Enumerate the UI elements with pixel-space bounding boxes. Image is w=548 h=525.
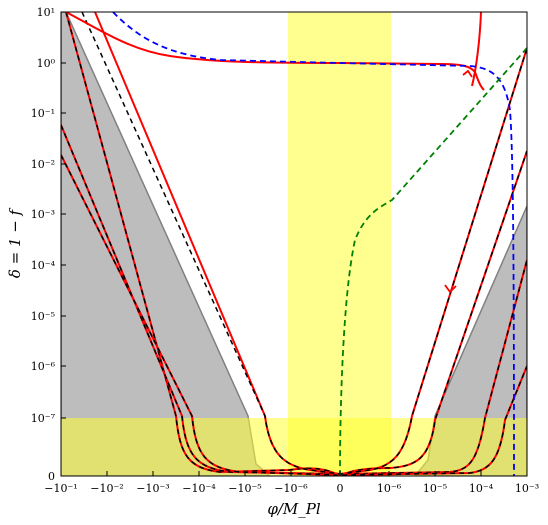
red-trajectory xyxy=(65,12,485,91)
x-tick-label: 0 xyxy=(337,482,344,495)
x-tick-label: 10⁻⁴ xyxy=(469,482,494,495)
x-tick-label: −10⁻⁶ xyxy=(274,482,308,495)
y-tick-label: 10⁻¹ xyxy=(31,107,55,120)
x-axis-label: φ/M_Pl xyxy=(267,500,321,518)
x-tick-label: −10⁻³ xyxy=(136,482,169,495)
blue-dashed-curve xyxy=(112,12,515,476)
y-tick-label: 10¹ xyxy=(37,6,55,19)
curve-c-black-dashed xyxy=(61,154,527,476)
y-axis-label: δ = 1 − f xyxy=(6,207,24,278)
yellow-band-horizontal xyxy=(61,418,527,476)
x-ticks xyxy=(60,471,528,476)
x-tick-label: −10⁻⁴ xyxy=(182,482,216,495)
y-tick-label: 10⁻² xyxy=(31,158,55,171)
grey-region-left xyxy=(61,12,272,476)
y-tick-label: 10⁻⁷ xyxy=(31,412,56,425)
x-tick-label: −10⁻¹ xyxy=(44,482,77,495)
y-tick-labels: 10¹ 10⁰ 10⁻¹ 10⁻² 10⁻³ 10⁻⁴ 10⁻⁵ 10⁻⁶ 10… xyxy=(31,6,56,483)
y-tick-label: 0 xyxy=(48,470,55,483)
x-tick-label: 10⁻³ xyxy=(515,482,539,495)
plot-frame xyxy=(60,11,528,477)
x-tick-label: 10⁻⁵ xyxy=(423,482,447,495)
y-tick-label: 10⁰ xyxy=(37,57,56,70)
curve-d-black-dashed xyxy=(81,12,527,475)
y-ticks xyxy=(61,11,66,477)
green-dashed-curve xyxy=(339,47,527,476)
x-tick-label: −10⁻⁵ xyxy=(228,482,261,495)
yellow-band-vertical xyxy=(288,12,391,476)
x-tick-labels: −10⁻¹ −10⁻² −10⁻³ −10⁻⁴ −10⁻⁵ −10⁻⁶ 0 10… xyxy=(44,482,539,495)
y-tick-label: 10⁻³ xyxy=(31,208,55,221)
x-tick-label: −10⁻² xyxy=(90,482,123,495)
x-tick-label: 10⁻⁶ xyxy=(377,482,402,495)
y-tick-label: 10⁻⁴ xyxy=(31,259,56,272)
red-arrow-head-1 xyxy=(462,69,473,78)
y-tick-label: 10⁻⁵ xyxy=(31,310,55,323)
red-arrow-head-2 xyxy=(444,284,457,294)
y-tick-label: 10⁻⁶ xyxy=(31,360,56,373)
